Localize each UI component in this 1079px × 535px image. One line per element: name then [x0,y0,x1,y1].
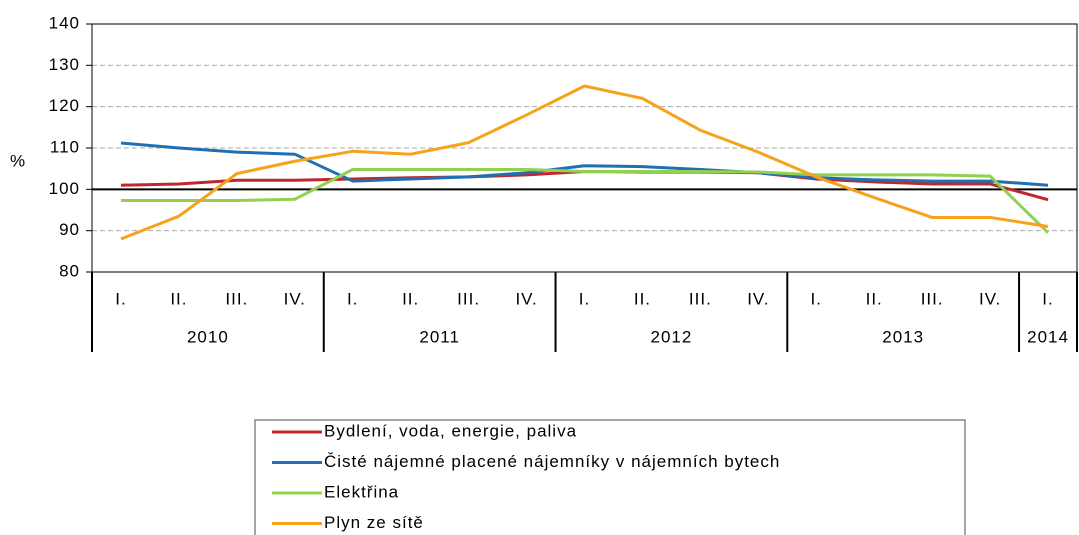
legend-label: Bydlení, voda, energie, paliva [324,421,577,440]
y-tick-label: 130 [49,55,80,74]
x-tick-label: II. [402,289,419,308]
x-group-label: 2010 [187,327,229,346]
x-tick-label: IV. [284,289,306,308]
x-group-label: 2013 [882,327,924,346]
x-group-label: 2014 [1027,327,1069,346]
x-tick-label: III. [689,289,712,308]
legend-label: Čisté nájemné placené nájemníky v nájemn… [324,452,780,471]
y-tick-label: 140 [49,13,80,32]
series-line [120,84,1049,241]
series-line [120,167,1050,234]
x-tick-label: II. [634,289,651,308]
x-tick-label: III. [225,289,248,308]
x-tick-label: II. [170,289,187,308]
legend-label: Plyn ze sítě [324,513,424,532]
x-tick-label: II. [866,289,883,308]
x-tick-label: IV. [979,289,1001,308]
x-tick-label: III. [457,289,480,308]
y-tick-label: 100 [49,179,80,198]
y-tick-label: 120 [49,96,80,115]
x-tick-label: I. [811,289,822,308]
x-tick-label: I. [579,289,590,308]
x-tick-label: I. [1042,289,1053,308]
y-tick-label: 90 [59,220,80,239]
x-tick-label: IV. [515,289,537,308]
x-group-label: 2011 [419,327,460,346]
y-tick-label: 80 [59,261,80,280]
x-group-label: 2012 [650,327,692,346]
series-line [120,141,1049,187]
x-tick-label: IV. [747,289,769,308]
x-tick-label: I. [115,289,126,308]
x-tick-label: I. [347,289,358,308]
legend-box [254,419,966,535]
x-tick-label: III. [921,289,944,308]
y-tick-label: 110 [50,137,80,156]
plot-frame [91,23,1078,273]
y-axis-label: % [10,151,26,170]
legend-label: Elektřina [324,482,399,501]
